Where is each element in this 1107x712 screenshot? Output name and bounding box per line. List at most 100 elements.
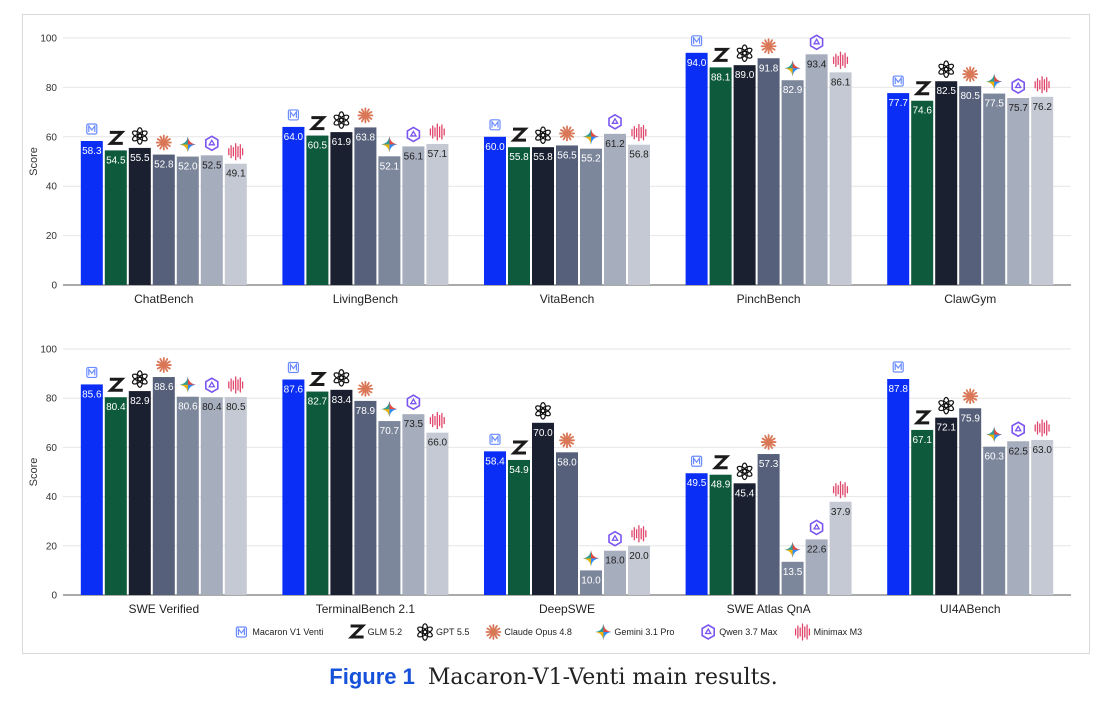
data-label: 55.2 xyxy=(581,154,601,165)
openai-logo-icon xyxy=(131,127,148,145)
bar xyxy=(911,100,934,285)
bar-chart-canvas: 0 20 40 60 80 100 Score 58.3 54.5 55.5 52.8 52.0 52.… xyxy=(28,34,1071,641)
bar xyxy=(104,397,127,595)
glm-z-logo-icon xyxy=(347,624,367,639)
data-label: 58.4 xyxy=(485,456,505,467)
data-label: 76.2 xyxy=(1032,102,1052,113)
glm-z-logo-icon xyxy=(711,455,731,470)
bar xyxy=(757,454,780,595)
bar xyxy=(378,421,401,595)
data-label: 58.0 xyxy=(557,457,577,468)
qwen-logo-icon xyxy=(809,34,824,51)
bar xyxy=(781,561,804,595)
data-label: 56.8 xyxy=(629,150,649,161)
data-label: 56.5 xyxy=(557,150,577,161)
data-label: 74.6 xyxy=(912,106,932,117)
data-label: 22.6 xyxy=(807,544,827,555)
y-axis-label: Score xyxy=(28,147,40,176)
bar xyxy=(508,147,530,285)
data-label: 56.1 xyxy=(404,151,424,162)
bar xyxy=(532,147,554,285)
gemini-sparkle-icon xyxy=(986,73,1003,90)
glm-z-logo-icon xyxy=(913,410,932,425)
data-label: 48.9 xyxy=(711,480,731,491)
data-label: 75.7 xyxy=(1008,103,1028,114)
legend-label: Minimax M3 xyxy=(814,627,863,637)
bar xyxy=(829,72,852,285)
data-label: 80.5 xyxy=(226,402,246,413)
macaron-logo-icon xyxy=(489,433,501,445)
x-category-label: VitaBench xyxy=(540,292,595,306)
claude-starburst-icon xyxy=(760,434,777,450)
data-label: 18.0 xyxy=(605,556,625,567)
data-label: 91.8 xyxy=(759,63,779,74)
claude-starburst-icon xyxy=(559,432,575,449)
bar xyxy=(378,156,401,285)
bar xyxy=(709,67,732,285)
gemini-sparkle-icon xyxy=(179,376,196,393)
legend-item: GPT 5.5 xyxy=(417,623,469,641)
y-tick-label: 0 xyxy=(51,591,57,602)
bar xyxy=(104,150,127,285)
x-category-label: SWE Verified xyxy=(128,602,199,616)
data-label: 88.1 xyxy=(711,72,731,83)
bar xyxy=(733,65,756,285)
openai-logo-icon xyxy=(938,396,955,415)
data-label: 52.1 xyxy=(380,161,400,172)
legend-item: Qwen 3.7 Max xyxy=(701,624,778,640)
legend: Macaron V1 Venti GLM 5.2 GPT 5.5 Claude Opu… xyxy=(235,623,863,641)
data-label: 80.4 xyxy=(106,402,126,413)
data-label: 10.0 xyxy=(581,575,601,586)
chart-panel-1: 0 20 40 60 80 100 Score 58.3 54.5 55.5 52.8 52.0 52.… xyxy=(28,34,1071,306)
data-label: 87.8 xyxy=(888,384,908,395)
macaron-logo-icon xyxy=(489,119,501,131)
data-label: 94.0 xyxy=(687,58,707,69)
y-tick-label: 40 xyxy=(46,492,58,503)
bar xyxy=(805,54,828,285)
bar xyxy=(628,144,650,285)
qwen-logo-icon xyxy=(205,135,219,152)
x-category-label: ClawGym xyxy=(944,292,996,306)
bar xyxy=(580,570,602,595)
data-label: 80.4 xyxy=(202,402,222,413)
bar xyxy=(781,80,804,285)
glm-z-logo-icon xyxy=(107,130,126,145)
bar xyxy=(484,136,506,285)
gemini-sparkle-icon xyxy=(986,426,1003,443)
data-label: 93.4 xyxy=(807,59,827,70)
minimax-wave-icon xyxy=(794,623,811,641)
data-label: 49.1 xyxy=(226,169,246,180)
bar xyxy=(176,396,199,595)
data-label: 82.5 xyxy=(936,86,956,97)
openai-logo-icon xyxy=(736,462,753,481)
y-tick-label: 20 xyxy=(46,541,58,552)
data-label: 55.8 xyxy=(509,152,529,163)
data-label: 57.1 xyxy=(428,149,448,160)
bar xyxy=(80,140,103,285)
data-label: 55.8 xyxy=(533,152,553,163)
figure-caption: Figure 1 Macaron-V1-Venti main results. xyxy=(0,664,1107,690)
x-category-label: SWE Atlas QnA xyxy=(727,602,811,616)
macaron-logo-icon xyxy=(86,366,98,379)
bar xyxy=(983,446,1006,595)
data-label: 86.1 xyxy=(831,77,851,88)
data-label: 37.9 xyxy=(831,507,851,518)
bar xyxy=(959,408,982,595)
macaron-logo-icon xyxy=(287,361,299,374)
chart-panel-2: 0 20 40 60 80 100 Score 85.6 80.4 82.9 88.6 80.6 80.… xyxy=(28,345,1071,616)
openai-logo-icon xyxy=(736,44,753,62)
legend-label: Claude Opus 4.8 xyxy=(504,627,572,637)
data-label: 57.3 xyxy=(759,459,779,470)
y-tick-label: 0 xyxy=(51,281,57,292)
qwen-logo-icon xyxy=(701,624,716,640)
bar xyxy=(152,377,175,595)
bar xyxy=(733,483,756,595)
bar xyxy=(426,432,449,595)
gemini-sparkle-icon xyxy=(595,624,612,640)
bar xyxy=(604,550,626,595)
data-label: 77.5 xyxy=(984,99,1004,110)
data-label: 20.0 xyxy=(629,551,649,562)
claude-starburst-icon xyxy=(155,357,172,373)
bar xyxy=(685,52,708,285)
gemini-sparkle-icon xyxy=(583,128,599,145)
